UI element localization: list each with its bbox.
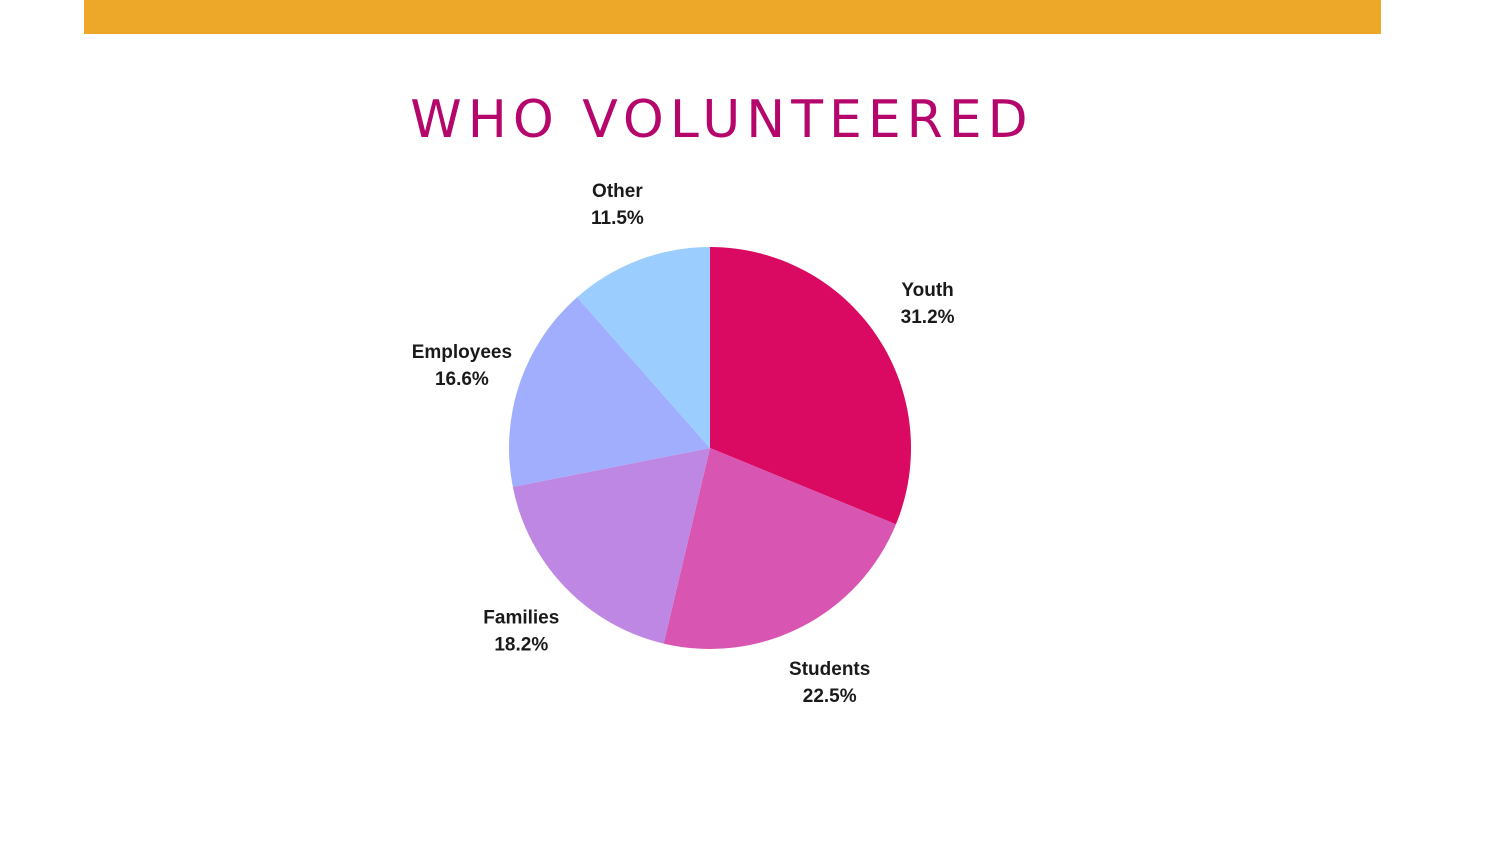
slice-label-families: Families 18.2% xyxy=(483,608,559,656)
chart-title: WHO VOLUNTEERED xyxy=(410,90,1034,150)
slice-category-students: Students xyxy=(789,659,870,680)
slice-value-employees: 16.6% xyxy=(435,369,489,390)
slice-value-other: 11.5% xyxy=(591,208,644,229)
top-accent-bar xyxy=(84,0,1381,34)
pie-slice-other xyxy=(577,247,710,448)
pie-slice-employees xyxy=(509,297,710,487)
slice-category-families: Families xyxy=(483,608,559,629)
slice-label-employees: Employees 16.6% xyxy=(412,342,512,390)
slice-labels: Youth 31.2% Students 22.5% Families 18.2% Empl… xyxy=(412,181,955,707)
slice-value-families: 18.2% xyxy=(494,635,548,656)
slice-value-youth: 31.2% xyxy=(901,307,955,328)
pie-slice-youth xyxy=(710,247,912,525)
slice-label-students: Students 22.5% xyxy=(789,659,870,707)
slice-category-employees: Employees xyxy=(412,342,512,363)
pie-slice-students xyxy=(663,448,896,649)
slice-value-students: 22.5% xyxy=(803,686,857,707)
pie-slices xyxy=(509,247,912,649)
slice-label-other: Other 11.5% xyxy=(591,181,644,229)
slice-label-youth: Youth 31.2% xyxy=(901,280,955,328)
slice-category-other: Other xyxy=(592,181,643,202)
pie-slice-families xyxy=(512,448,710,644)
slice-category-youth: Youth xyxy=(901,280,953,301)
